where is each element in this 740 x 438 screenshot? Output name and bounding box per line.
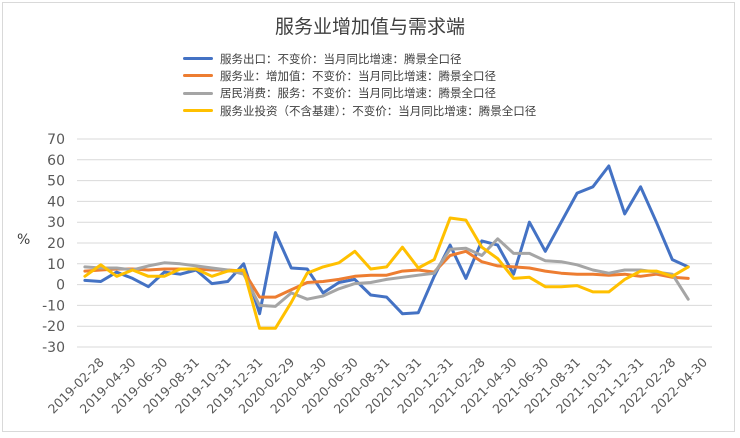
x-tick-labels: 2019-02-282019-04-302019-06-302019-08-31… xyxy=(45,354,710,416)
y-tick-label: 60 xyxy=(47,153,65,169)
chart-title: 服务业增加值与需求端 xyxy=(274,16,465,38)
y-tick-label: 0 xyxy=(56,278,65,294)
series-line-0 xyxy=(83,164,690,316)
y-axis-label: % xyxy=(17,232,31,248)
series-line-3 xyxy=(83,216,690,330)
legend-item-0: 服务出口：不变价：当月同比增速：腾景全口径 xyxy=(183,50,536,67)
y-tick-label: 30 xyxy=(47,215,65,231)
series-line-2 xyxy=(83,237,690,308)
y-tick-labels: -30 -20 -10 0 10 20 30 40 50 60 70 xyxy=(42,132,65,356)
legend-item-2: 居民消费：服务：不变价：当月同比增速：腾景全口径 xyxy=(183,85,536,102)
series-lines xyxy=(83,164,690,330)
y-tick-label: 20 xyxy=(47,236,65,252)
chart-legend: 服务出口：不变价：当月同比增速：腾景全口径 服务业：增加值：不变价：当月同比增速… xyxy=(183,50,536,119)
legend-label-3: 服务业投资（不含基建）：不变价：当月同比增速：腾景全口径 xyxy=(220,103,537,118)
y-tick-label: 10 xyxy=(47,257,65,273)
gridlines xyxy=(77,138,712,348)
y-tick-label: 70 xyxy=(47,132,65,148)
legend-swatch-1 xyxy=(183,74,213,78)
legend-swatch-0 xyxy=(183,57,213,61)
legend-label-0: 服务出口：不变价：当月同比增速：腾景全口径 xyxy=(220,51,462,66)
legend-item-3: 服务业投资（不含基建）：不变价：当月同比增速：腾景全口径 xyxy=(183,102,536,119)
legend-label-1: 服务业：增加值：不变价：当月同比增速：腾景全口径 xyxy=(220,68,496,83)
chart-frame xyxy=(2,2,735,432)
legend-label-2: 居民消费：服务：不变价：当月同比增速：腾景全口径 xyxy=(220,86,496,101)
y-tick-label: 40 xyxy=(47,194,65,210)
y-tick-label: 50 xyxy=(47,174,65,190)
legend-swatch-2 xyxy=(183,91,213,95)
y-tick-label: -20 xyxy=(42,319,65,335)
y-tick-label: -10 xyxy=(42,298,65,314)
y-tick-label: -30 xyxy=(42,340,65,356)
legend-swatch-3 xyxy=(183,109,213,113)
legend-item-1: 服务业：增加值：不变价：当月同比增速：腾景全口径 xyxy=(183,67,536,84)
